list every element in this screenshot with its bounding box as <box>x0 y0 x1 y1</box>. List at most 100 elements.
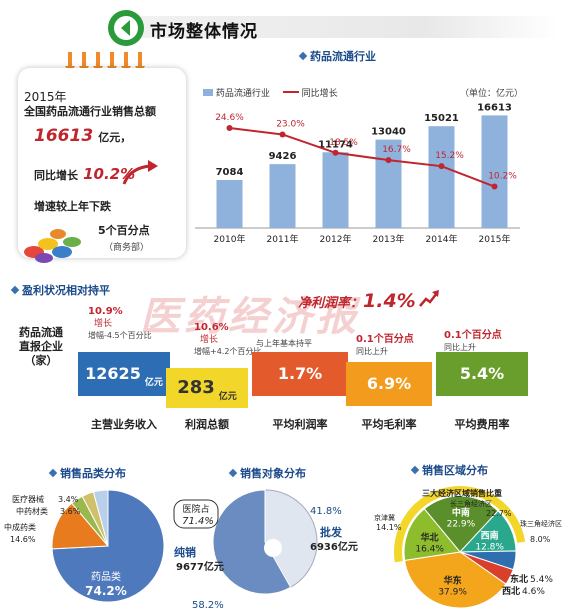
growth-label-4: 15.2% <box>435 151 464 161</box>
outer-csj-value: 22.7% <box>486 509 512 518</box>
growth-label-5: 10.2% <box>488 172 517 182</box>
diamond-icon <box>298 51 308 61</box>
region-value-1: 16.4% <box>415 544 444 554</box>
growth-label-3: 16.7% <box>382 145 411 155</box>
bar-label-2: 11174 <box>318 139 353 150</box>
pie1-value-3: 3.4% <box>58 495 79 504</box>
net-margin-label: 净利润率： <box>298 296 364 311</box>
net-margin-value: 1.4% <box>363 290 416 312</box>
hospital-label: 医院占 <box>182 503 209 515</box>
region-value-5: 4.6% <box>522 587 545 597</box>
card-source: （商务部） <box>104 243 150 253</box>
trend-chart: 7084 2010年 9426 2011年 11174 2012年 13040 2013年 15… <box>195 102 520 245</box>
legend-line-swatch <box>282 91 299 93</box>
bar-0 <box>216 179 243 228</box>
diamond-icon <box>10 285 20 295</box>
region-label-4: 东北 <box>510 573 528 585</box>
metric-label-0: 主营业务收入 <box>91 418 157 431</box>
side-label-2: 直报企业 <box>19 340 63 353</box>
metric-note-4: 0.1个百分点 同比上升 <box>444 330 502 354</box>
pills-icon <box>24 229 81 263</box>
bar-label-3: 13040 <box>371 127 406 138</box>
legend-bar-label: 药品流通行业 <box>215 89 270 99</box>
diamond-icon <box>410 465 420 475</box>
outer-title: 三大经济区域销售比重 <box>422 488 502 498</box>
region-label-0: 华东 <box>444 575 462 587</box>
card-points: 5个百分点 <box>98 224 150 237</box>
card-total-wrap: 16613 亿元， <box>34 126 131 146</box>
pie1-label-3: 医疗器械 <box>12 494 44 504</box>
pie2-hole <box>264 539 282 557</box>
pure-amount: 9677亿元 <box>176 560 224 573</box>
diamond-icon <box>228 468 238 478</box>
pie1-value-1: 14.6% <box>10 535 36 544</box>
profit-title: 盈利状况相对持平 <box>22 284 110 297</box>
card-growth: 10.2% <box>83 165 136 183</box>
region-value-2: 22.9% <box>447 520 476 530</box>
x-tick-2: 2012年 <box>320 233 352 245</box>
metric-note-big: 10.9% <box>88 306 123 317</box>
trend-up-icon <box>419 290 439 307</box>
metric-note-3: 0.1个百分点 同比上升 <box>356 334 414 358</box>
bar-label-0: 7084 <box>216 167 244 178</box>
page-title: 市场整体情况 <box>150 22 258 42</box>
card-slowdown: 增速较上年下跌 <box>34 200 111 213</box>
slice-4 <box>92 489 109 547</box>
outer-jjj-label: 京津冀 <box>374 513 395 522</box>
x-tick-5: 2015年 <box>479 233 511 245</box>
metric-note-small: 同比上升 <box>356 347 388 356</box>
bar-2 <box>322 152 349 228</box>
outer-zsj-label: 珠三角经济区 <box>520 519 562 528</box>
pie1-label-2: 中药材类 <box>16 506 48 516</box>
card-growth-label: 同比增长 <box>34 169 78 182</box>
growth-point-1 <box>279 131 286 138</box>
growth-point-0 <box>226 124 233 131</box>
bar-label-5: 16613 <box>477 102 512 113</box>
bar-1 <box>269 164 296 228</box>
legend-line-label: 同比增长 <box>301 89 338 99</box>
metric-note-mid: 增长 <box>94 319 113 329</box>
pie2-title: 销售对象分布 <box>240 467 306 480</box>
profit-title-wrap: 盈利状况相对持平 <box>10 282 110 298</box>
wholesale-amount: 6936亿元 <box>310 540 358 553</box>
metric-note-small: 与上年基本持平 <box>256 339 312 348</box>
pie1-value-0: 74.2% <box>85 584 127 598</box>
trend-legend: 药品流通行业 同比增长 <box>203 86 338 99</box>
bar-3 <box>375 139 402 228</box>
growth-point-5 <box>491 183 498 190</box>
region-label-3: 西南 <box>481 530 499 542</box>
summary-card <box>18 68 186 258</box>
outer-csj-label: 长三角经济区 <box>450 499 492 508</box>
hospital-pct: 71.4% <box>182 516 214 527</box>
side-label: 药品流通 直报企业 （家） <box>6 326 76 368</box>
growth-label-2: 18.5% <box>329 138 358 148</box>
pie1-title-wrap: 销售品类分布 <box>48 465 126 481</box>
growth-point-4 <box>438 163 445 170</box>
growth-point-2 <box>332 149 339 156</box>
header-logo-icon <box>108 10 144 46</box>
region-label-5: 西北 <box>502 585 520 597</box>
region-value-0: 37.9% <box>438 588 467 598</box>
slice-1 <box>403 508 461 561</box>
metric-unit: 亿元 <box>144 378 163 388</box>
bar-4 <box>428 126 455 228</box>
wholesale-label: 批发 <box>320 525 343 539</box>
card-total-unit: 亿元， <box>98 131 132 144</box>
metric-value: 1.7% <box>277 364 323 383</box>
growth-label-1: 23.0% <box>276 119 305 129</box>
metric-value: 12625 <box>85 364 141 383</box>
region-label-2: 中南 <box>452 507 470 519</box>
metric-label-2: 平均利润率 <box>272 418 328 431</box>
growth-line <box>229 126 495 188</box>
metric-note-small: 同比上升 <box>444 343 476 352</box>
trend-title-wrap: 药品流通行业 <box>298 48 376 64</box>
metric-note-2: 与上年基本持平 <box>256 338 312 350</box>
diamond-icon <box>48 468 58 478</box>
region-value-3: 12.8% <box>475 543 504 553</box>
metric-box-4: 5.4% <box>436 352 528 396</box>
bar-label-1: 9426 <box>269 151 297 162</box>
metric-note-small: 增幅-4.5个百分比 <box>88 331 152 340</box>
curve-arrow-icon <box>122 160 158 185</box>
